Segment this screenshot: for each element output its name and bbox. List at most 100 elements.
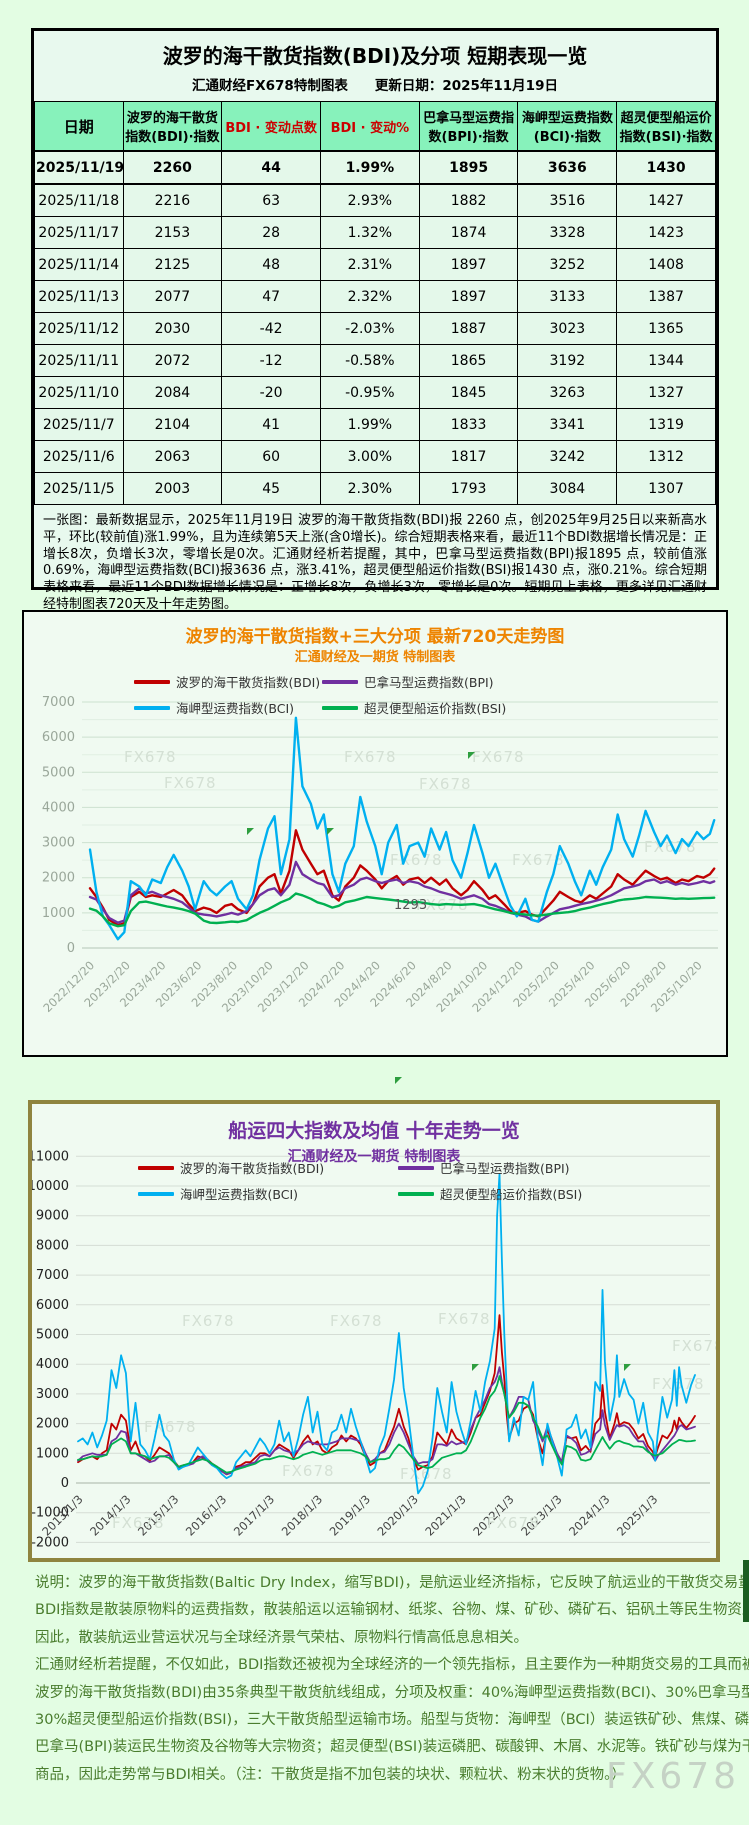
table-cell: 2025/11/11 xyxy=(34,344,124,377)
svg-text:2024/1/3: 2024/1/3 xyxy=(566,1492,612,1538)
svg-text:FX678: FX678 xyxy=(472,748,525,766)
svg-text:2025/1/3: 2025/1/3 xyxy=(614,1492,660,1538)
bdi-short-term-table-card: 波罗的海干散货指数(BDI)及分项 短期表现一览 汇通财经FX678特制图表 更… xyxy=(31,28,719,612)
table-cell: 1312 xyxy=(616,440,716,473)
cursor-mark-icon xyxy=(468,752,475,759)
legend-line-icon xyxy=(138,1191,174,1196)
table-cell: 1307 xyxy=(616,472,716,505)
table-header: 日期 波罗的海干散货 指数(BDI)·指数 BDI · 变动点数 BDI · 变动% 巴… xyxy=(34,101,716,152)
table-cell: 1895 xyxy=(418,150,519,185)
table-cell: 1887 xyxy=(418,312,519,345)
table-cell: 1408 xyxy=(616,248,716,281)
legend-label: 超灵便型船运价指数(BSI) xyxy=(440,1187,583,1202)
table-row: 2025/11/13 2077 47 2.32% 1897 3133 1387 xyxy=(34,280,716,313)
svg-text:FX678: FX678 xyxy=(124,748,177,766)
table-cell: 1845 xyxy=(418,376,519,409)
svg-text:-2000: -2000 xyxy=(32,1535,69,1550)
svg-text:7000: 7000 xyxy=(36,1268,69,1283)
svg-text:1000: 1000 xyxy=(42,906,75,921)
svg-text:FX678: FX678 xyxy=(112,1514,165,1532)
cursor-mark-icon xyxy=(247,828,254,835)
svg-text:5000: 5000 xyxy=(36,1328,69,1343)
chart-720day-title: 波罗的海干散货指数+三大分项 最新720天走势图 xyxy=(185,627,565,647)
table-cell: 1430 xyxy=(616,150,716,185)
svg-text:FX678: FX678 xyxy=(400,1465,453,1483)
table-cell: 41 xyxy=(221,408,321,441)
svg-text:FX678: FX678 xyxy=(419,775,472,793)
svg-text:2020/1/3: 2020/1/3 xyxy=(374,1492,420,1538)
table-cell: 2003 xyxy=(122,472,223,505)
data-label-1293: 1293 xyxy=(394,898,428,913)
table-cell: 2025/11/7 xyxy=(34,408,124,441)
table-cell: 1387 xyxy=(616,280,716,313)
table-row: 2025/11/18 2216 63 2.93% 1882 3516 1427 xyxy=(34,183,716,217)
table-row: 2025/11/12 2030 -42 -2.03% 1887 3023 1365 xyxy=(34,312,716,345)
table-cell: 28 xyxy=(221,216,321,249)
table-cell: 1817 xyxy=(418,440,519,473)
table-cell: 2025/11/19 xyxy=(34,150,124,185)
legend-item: 超灵便型船运价指数(BSI) xyxy=(322,698,506,717)
table-cell: -0.58% xyxy=(319,344,420,377)
footer-line: 汇通财经析若提醒，不仅如此，BDI指数还被视为全球经济的一个领先指标，且主要作为… xyxy=(35,1657,749,1674)
table-cell: 3192 xyxy=(517,344,618,377)
legend-item: 海岬型运费指数(BCI) xyxy=(134,698,322,717)
table-cell: 63 xyxy=(221,183,321,217)
svg-text:3000: 3000 xyxy=(42,836,75,851)
table-cell: 2125 xyxy=(122,248,223,281)
table-cell: 3023 xyxy=(517,312,618,345)
table-cell: 1.32% xyxy=(319,216,420,249)
svg-text:FX678: FX678 xyxy=(390,851,443,869)
legend-item: 巴拿马型运费指数(BPI) xyxy=(398,1158,582,1177)
svg-text:6000: 6000 xyxy=(42,730,75,745)
svg-text:8000: 8000 xyxy=(36,1238,69,1253)
table-cell: 60 xyxy=(221,440,321,473)
svg-text:2018/1/3: 2018/1/3 xyxy=(279,1492,325,1538)
table-cell: 47 xyxy=(221,280,321,313)
legend-item: 波罗的海干散货指数(BDI) xyxy=(134,672,322,691)
table-cell: 2030 xyxy=(122,312,223,345)
svg-text:FX678: FX678 xyxy=(512,851,565,869)
svg-text:11000: 11000 xyxy=(32,1149,69,1164)
svg-text:-1000: -1000 xyxy=(32,1506,69,1521)
column-header: BDI · 变动% xyxy=(319,101,420,152)
legend-line-icon xyxy=(398,1191,434,1196)
chart-10year-canvas: -2000 -1000 0 1000 2000 3000 4000 5000 6000 7000 8… xyxy=(32,1149,716,1550)
column-header: 巴拿马型运费指 数(BPI)·指数 xyxy=(418,101,519,152)
svg-text:FX678: FX678 xyxy=(330,1312,383,1330)
table-cell: 2072 xyxy=(122,344,223,377)
table-cell: 2077 xyxy=(122,280,223,313)
chart-10year-card: -2000 -1000 0 1000 2000 3000 4000 5000 6000 7000 8… xyxy=(28,1100,720,1562)
table-cell: 2063 xyxy=(122,440,223,473)
table-cell: 1874 xyxy=(418,216,519,249)
table-row: 2025/11/6 2063 60 3.00% 1817 3242 1312 xyxy=(34,440,716,473)
table-cell: 2025/11/10 xyxy=(34,376,124,409)
legend-item: 巴拿马型运费指数(BPI) xyxy=(322,672,506,691)
chart-720day-card: 0 1000 2000 3000 4000 5000 6000 7000 2022/12/20 2… xyxy=(22,610,728,1057)
chart-10year-subtitle: 汇通财经及一期货 特制图表 xyxy=(287,1149,461,1165)
svg-text:1000: 1000 xyxy=(36,1446,69,1461)
legend-line-icon xyxy=(138,1165,174,1170)
table-cell: 1865 xyxy=(418,344,519,377)
footer-line: 巴拿马(BPI)装运民生物资及谷物等大宗物资；超灵便型(BSI)装运磷肥、碳酸钾… xyxy=(35,1739,749,1756)
legend-label: 超灵便型船运价指数(BSI) xyxy=(364,701,507,716)
column-header: 海岬型运费指数 (BCI)·指数 xyxy=(517,101,618,152)
table-cell: 2260 xyxy=(122,150,223,185)
column-header: 超灵便型船运价 指数(BSI)·指数 xyxy=(616,101,716,152)
table-cell: 2216 xyxy=(122,183,223,217)
table-cell: 2025/11/12 xyxy=(34,312,124,345)
svg-text:5000: 5000 xyxy=(42,765,75,780)
table-cell: 3252 xyxy=(517,248,618,281)
table-row: 2025/11/17 2153 28 1.32% 1874 3328 1423 xyxy=(34,216,716,249)
footer-line: 因此，散装航运业营运状况与全球经济景气荣枯、原物料行情高低息息相关。 xyxy=(35,1629,528,1646)
table-cell: 1.99% xyxy=(319,150,420,185)
svg-text:FX678: FX678 xyxy=(344,748,397,766)
svg-text:2021/1/3: 2021/1/3 xyxy=(422,1492,468,1538)
svg-text:7000: 7000 xyxy=(42,695,75,710)
table-cell: 2025/11/18 xyxy=(34,183,124,217)
table-cell: 3084 xyxy=(517,472,618,505)
legend-label: 波罗的海干散货指数(BDI) xyxy=(180,1161,325,1176)
svg-text:4000: 4000 xyxy=(36,1357,69,1372)
legend-item: 超灵便型船运价指数(BSI) xyxy=(398,1184,582,1203)
table-row: 2025/11/19 2260 44 1.99% 1895 3636 1430 xyxy=(34,150,716,185)
table-row: 2025/11/7 2104 41 1.99% 1833 3341 1319 xyxy=(34,408,716,441)
